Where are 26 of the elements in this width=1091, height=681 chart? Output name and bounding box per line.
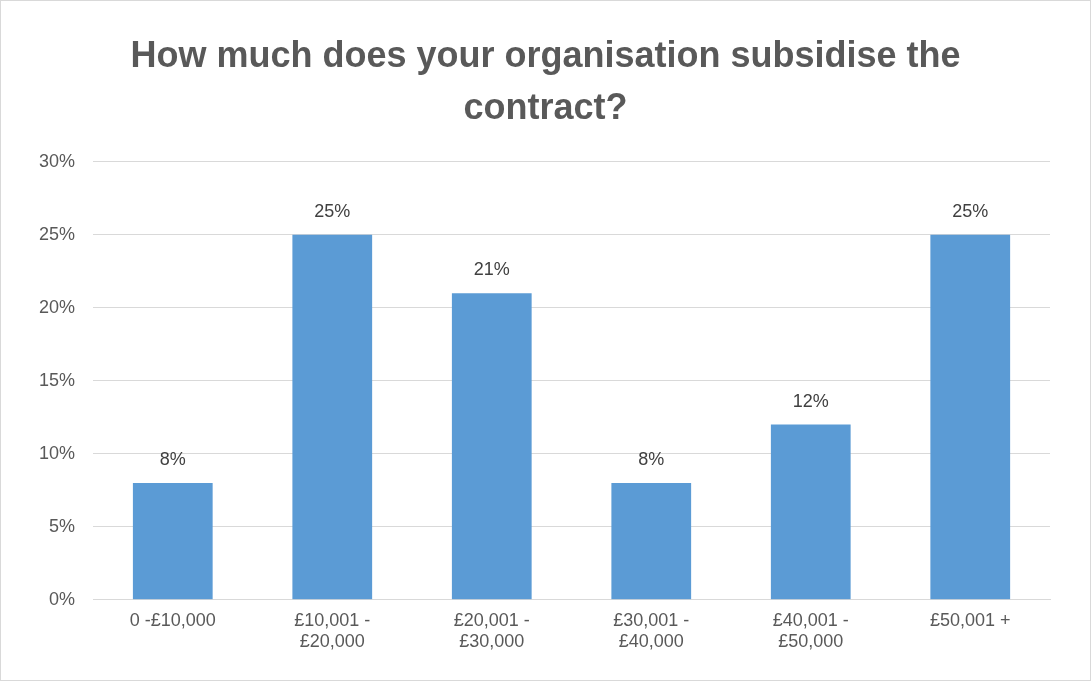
chart-title: How much does your organisation subsidise the contract? [129,33,962,129]
bar [611,483,692,600]
x-tick-label: 0 -£10,000 [129,609,216,630]
data-label: 12% [792,390,829,411]
x-tick-label: £40,001 - £50,000 [772,609,849,652]
y-tick-label: 30% [39,150,76,171]
x-tick-label: £20,001 - £30,000 [453,609,530,652]
bar [770,424,851,600]
bar [930,234,1011,600]
data-label: 8% [159,448,186,469]
bar [132,483,213,600]
data-label: 8% [638,448,665,469]
y-tick-label: 25% [39,223,76,244]
y-tick-label: 0% [49,588,76,609]
x-tick-label: £10,001 - £20,000 [294,609,371,652]
x-tick-label: £50,001 + [929,609,1011,630]
data-label: 25% [952,200,989,221]
y-tick-label: 10% [39,442,76,463]
bar [292,234,373,600]
y-tick-label: 15% [39,369,76,390]
y-tick-label: 20% [39,296,76,317]
data-label: 21% [473,259,510,280]
x-tick-label: £30,001 - £40,000 [613,609,690,652]
bar [451,293,532,600]
data-label: 25% [314,200,351,221]
y-tick-label: 5% [49,515,76,536]
